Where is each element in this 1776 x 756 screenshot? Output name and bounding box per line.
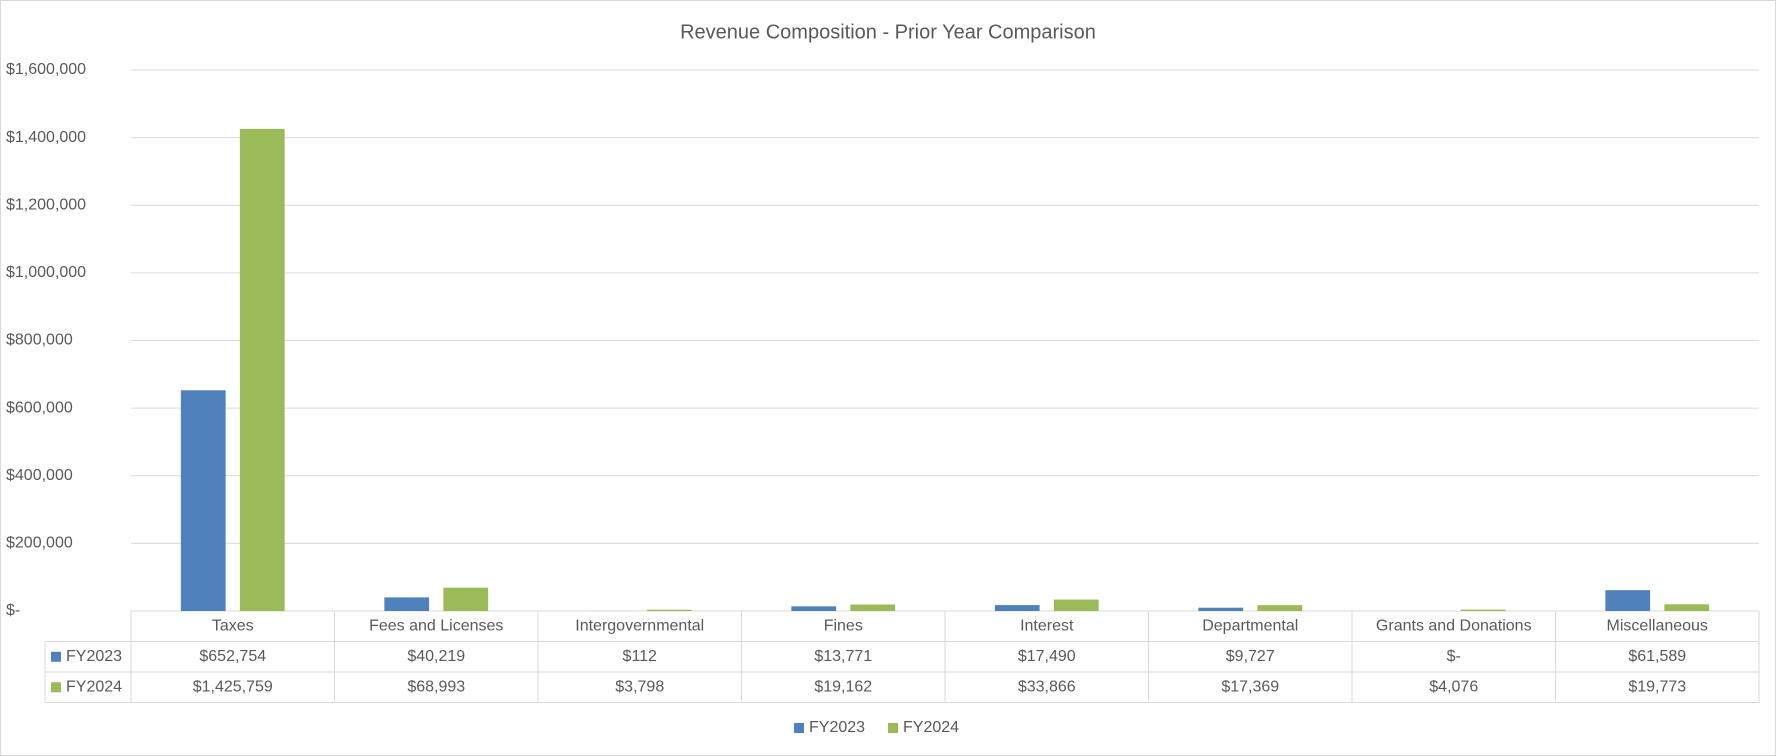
legend-key [888, 723, 898, 733]
table-value: $9,727 [1226, 648, 1275, 665]
x-tick-label: Fees and Licenses [369, 617, 503, 634]
bar [239, 128, 285, 612]
legend-label: FY2023 [809, 719, 865, 736]
table-legend-key [51, 651, 61, 662]
bar [180, 390, 226, 611]
bar [1053, 599, 1099, 611]
x-tick-label: Departmental [1202, 617, 1298, 634]
y-tick-label: $1,600,000 [6, 61, 86, 78]
table-legend-key [51, 682, 61, 693]
table-value: $33,866 [1018, 678, 1076, 695]
bar [1664, 604, 1710, 611]
chart-title: Revenue Composition - Prior Year Compari… [680, 21, 1096, 43]
bar [850, 604, 896, 611]
table-value: $1,425,759 [193, 678, 273, 695]
table-value: $3,798 [615, 678, 664, 695]
table-value: $4,076 [1429, 678, 1478, 695]
y-tick-label: $1,400,000 [6, 129, 86, 146]
table-value: $40,219 [407, 648, 465, 665]
table-value: $19,773 [1628, 678, 1686, 695]
table-value: $17,369 [1221, 678, 1279, 695]
bar [1460, 609, 1506, 611]
legend-key [794, 723, 804, 733]
table-value: $68,993 [407, 678, 465, 695]
table-value: $652,754 [199, 648, 266, 665]
table-series-name: FY2024 [66, 678, 122, 695]
x-tick-label: Intergovernmental [575, 617, 704, 634]
table-value: $- [1447, 648, 1461, 665]
bar [1257, 605, 1303, 611]
bar [384, 597, 430, 611]
y-tick-label: $400,000 [6, 467, 73, 484]
x-tick-label: Taxes [212, 617, 254, 634]
bar [1605, 590, 1651, 611]
y-tick-label: $600,000 [6, 399, 73, 416]
bar [994, 605, 1040, 611]
y-tick-label: $1,000,000 [6, 264, 86, 281]
x-tick-label: Fines [824, 617, 863, 634]
y-tick-label: $200,000 [6, 535, 73, 552]
table-series-name: FY2023 [66, 648, 122, 665]
x-tick-label: Grants and Donations [1376, 617, 1532, 634]
y-tick-label: $1,200,000 [6, 196, 86, 213]
table-value: $112 [623, 648, 658, 665]
table-value: $13,771 [814, 648, 872, 665]
bar [1198, 607, 1244, 611]
table-value: $17,490 [1018, 648, 1076, 665]
bar [443, 587, 489, 611]
x-tick-label: Interest [1020, 617, 1074, 634]
y-tick-label: $- [6, 602, 20, 619]
y-tick-label: $800,000 [6, 332, 73, 349]
table-value: $19,162 [814, 678, 872, 695]
bar [646, 609, 692, 611]
table-value: $61,589 [1628, 648, 1686, 665]
legend-label: FY2024 [903, 719, 959, 736]
x-tick-label: Miscellaneous [1607, 617, 1708, 634]
bar [791, 606, 837, 611]
